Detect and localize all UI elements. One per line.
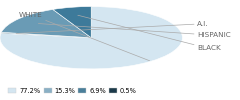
Legend: 77.2%, 15.3%, 6.9%, 0.5%: 77.2%, 15.3%, 6.9%, 0.5% [6, 85, 139, 97]
Wedge shape [0, 7, 182, 69]
Wedge shape [1, 32, 91, 38]
Wedge shape [1, 9, 91, 38]
Text: A.I.: A.I. [16, 21, 208, 34]
Text: HISPANIC: HISPANIC [38, 24, 231, 38]
Wedge shape [53, 7, 91, 38]
Text: WHITE: WHITE [19, 12, 150, 61]
Text: BLACK: BLACK [78, 15, 221, 51]
